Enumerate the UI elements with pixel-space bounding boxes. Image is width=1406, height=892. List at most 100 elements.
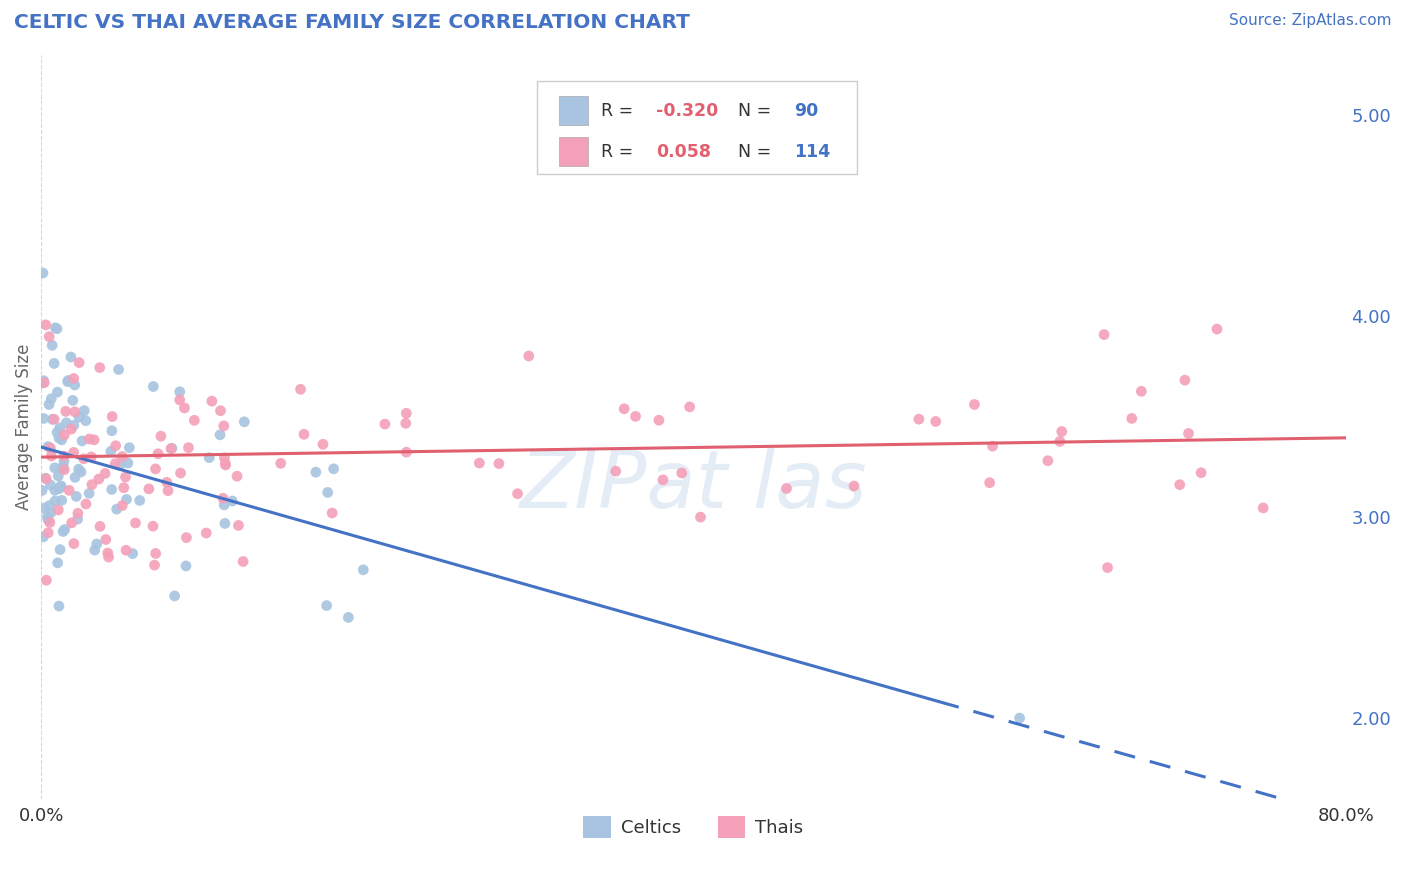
Point <box>46 425 69 440</box>
Point <box>38 516 60 530</box>
Point <box>176 531 198 545</box>
Point <box>233 415 256 429</box>
Point <box>226 469 249 483</box>
Point <box>38 499 60 513</box>
Point <box>32 530 55 544</box>
Point <box>66 506 89 520</box>
Point <box>111 450 134 464</box>
Point <box>32 266 55 280</box>
Point <box>97 550 120 565</box>
Point <box>352 563 374 577</box>
Point <box>214 458 236 472</box>
Point <box>488 457 510 471</box>
Text: 0.058: 0.058 <box>655 143 710 161</box>
Point <box>160 442 183 456</box>
Point <box>48 431 70 445</box>
Point <box>48 599 70 613</box>
Point <box>1174 373 1197 387</box>
Point <box>62 393 84 408</box>
Bar <box>560 137 588 166</box>
Point <box>44 320 66 334</box>
Point <box>156 475 179 490</box>
FancyBboxPatch shape <box>537 81 856 174</box>
Point <box>981 439 1004 453</box>
Point <box>163 589 186 603</box>
Point <box>46 469 69 483</box>
Text: R =: R = <box>600 102 633 120</box>
Point <box>117 456 139 470</box>
Point <box>73 451 96 466</box>
Point <box>35 472 58 486</box>
Bar <box>560 96 588 125</box>
Point <box>30 376 52 391</box>
Point <box>1130 384 1153 399</box>
Text: -0.320: -0.320 <box>655 102 718 120</box>
Point <box>173 401 195 415</box>
Point <box>44 483 66 498</box>
Point <box>75 497 97 511</box>
Point <box>101 409 124 424</box>
Point <box>66 512 89 526</box>
Point <box>52 524 75 539</box>
Point <box>107 362 129 376</box>
Point <box>671 466 693 480</box>
Point <box>124 516 146 530</box>
Point <box>1092 327 1115 342</box>
Point <box>108 458 131 473</box>
Point <box>58 483 80 498</box>
Point <box>169 384 191 399</box>
Point <box>39 441 62 455</box>
Point <box>101 424 124 438</box>
Point <box>105 502 128 516</box>
Point <box>62 371 84 385</box>
Point <box>79 432 101 446</box>
Text: R =: R = <box>600 143 633 161</box>
Point <box>35 318 58 332</box>
Point <box>38 329 60 343</box>
Point <box>322 462 344 476</box>
Point <box>648 413 671 427</box>
Point <box>143 558 166 573</box>
Point <box>62 418 84 433</box>
Point <box>679 400 702 414</box>
Point <box>41 412 63 426</box>
Point <box>41 338 63 352</box>
Point <box>63 470 86 484</box>
Point <box>160 441 183 455</box>
Point <box>70 465 93 479</box>
Point <box>49 479 72 493</box>
Point <box>51 493 73 508</box>
Point <box>1049 434 1071 449</box>
Point <box>775 482 797 496</box>
Point <box>35 573 58 587</box>
Point <box>51 433 73 447</box>
Point <box>183 413 205 427</box>
Point <box>46 556 69 570</box>
Y-axis label: Average Family Size: Average Family Size <box>15 343 32 510</box>
Point <box>232 554 254 568</box>
Point <box>112 481 135 495</box>
Point <box>1121 411 1143 425</box>
Point <box>89 360 111 375</box>
Point <box>100 483 122 497</box>
Point <box>67 410 90 425</box>
Point <box>59 350 82 364</box>
Point <box>39 478 62 492</box>
Point <box>80 450 103 464</box>
Point <box>32 501 55 516</box>
Point <box>75 414 97 428</box>
Point <box>138 482 160 496</box>
Point <box>37 440 59 454</box>
Point <box>60 422 83 436</box>
Point <box>53 463 76 477</box>
Point <box>149 429 172 443</box>
Point <box>842 479 865 493</box>
Text: N =: N = <box>738 102 770 120</box>
Point <box>209 403 232 417</box>
Point <box>979 475 1001 490</box>
Point <box>63 405 86 419</box>
Text: CELTIC VS THAI AVERAGE FAMILY SIZE CORRELATION CHART: CELTIC VS THAI AVERAGE FAMILY SIZE CORRE… <box>14 13 690 32</box>
Point <box>1206 322 1229 336</box>
Point <box>689 510 711 524</box>
Point <box>145 546 167 560</box>
